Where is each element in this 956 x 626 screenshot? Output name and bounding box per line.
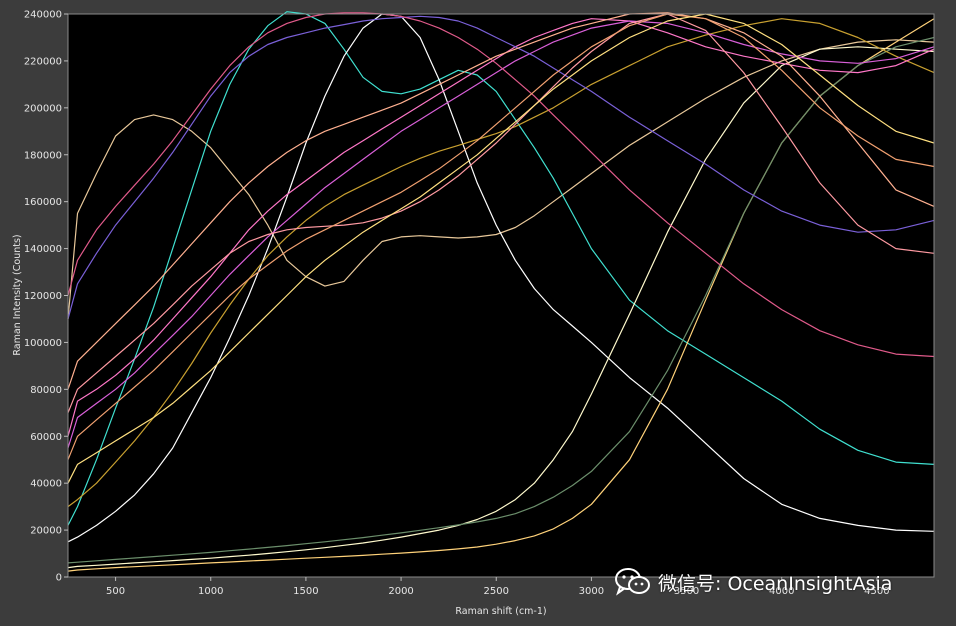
series-line-14	[67, 13, 935, 460]
y-tick-label: 80000	[30, 385, 62, 396]
x-tick-label: 1500	[293, 586, 318, 597]
series-line-3	[67, 13, 935, 543]
y-axis-title: Raman Intensity (Counts)	[12, 234, 23, 355]
x-tick-label: 2000	[388, 586, 413, 597]
y-tick-label: 100000	[24, 338, 62, 349]
x-tick-label: 4500	[864, 586, 889, 597]
x-tick-label: 1000	[198, 586, 223, 597]
y-tick-label: 240000	[24, 10, 62, 21]
y-tick-label: 120000	[24, 291, 62, 302]
series-line-4	[67, 46, 935, 569]
y-tick-label: 200000	[24, 103, 62, 114]
series-line-8	[67, 18, 935, 437]
x-tick-label: 4000	[769, 586, 794, 597]
x-axis-title: Raman shift (cm-1)	[455, 606, 546, 617]
series-line-10	[67, 15, 935, 320]
y-tick-label: 40000	[30, 479, 62, 490]
series-line-6	[67, 36, 935, 564]
axes-layer: 500 1000 1500 2000 2500 3000 3500 4000 4500 0 2000…	[24, 10, 935, 597]
plot-area	[68, 14, 934, 577]
series-line-13	[67, 13, 935, 414]
x-tick-label: 3000	[579, 586, 604, 597]
x-tick-label: 2500	[484, 586, 509, 597]
watermark-text: 微信号: OceanInsightAsia	[658, 572, 893, 595]
x-tick-label: 3500	[674, 586, 699, 597]
y-tick-label: 140000	[24, 244, 62, 255]
series-line-9	[67, 20, 935, 449]
series-line-5	[67, 18, 935, 572]
x-tick-label: 500	[106, 586, 125, 597]
wechat-watermark: 微信号: OceanInsightAsia	[614, 566, 892, 598]
y-tick-label: 20000	[30, 526, 62, 537]
y-tick-label: 60000	[30, 432, 62, 443]
y-tick-label: 160000	[24, 197, 62, 208]
series-line-11	[67, 12, 935, 358]
y-tick-label: 180000	[24, 150, 62, 161]
series-line-2	[67, 11, 935, 526]
y-tick-label: 220000	[24, 56, 62, 67]
wechat-icon	[615, 568, 650, 596]
series-line-7	[67, 18, 935, 508]
series-layer	[67, 11, 935, 572]
y-tick-label: 0	[56, 573, 62, 584]
series-line-1	[67, 39, 935, 320]
series-line-15	[67, 13, 935, 484]
